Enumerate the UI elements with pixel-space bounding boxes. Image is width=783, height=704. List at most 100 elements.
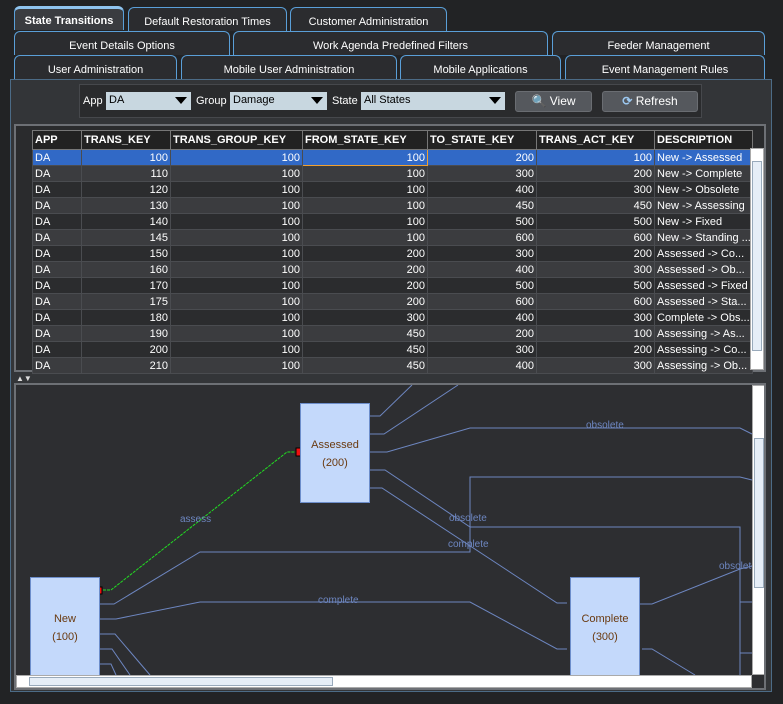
table-cell[interactable]: 150 [81, 245, 171, 262]
table-cell[interactable]: 100 [302, 213, 428, 230]
table-cell[interactable]: 100 [170, 245, 303, 262]
node-assessed[interactable]: Assessed (200) [300, 403, 370, 503]
table-cell[interactable]: 100 [170, 293, 303, 310]
table-cell[interactable]: New -> Assessed [654, 149, 753, 166]
table-cell[interactable]: 100 [302, 149, 428, 166]
table-cell[interactable]: 100 [302, 165, 428, 182]
diagram-vertical-scrollbar[interactable] [752, 385, 764, 675]
column-header[interactable]: DESCRIPTION [654, 130, 753, 150]
table-cell[interactable]: 130 [81, 197, 171, 214]
table-cell[interactable]: Assessed -> Fixed [654, 277, 753, 294]
table-cell[interactable]: 200 [536, 341, 655, 358]
tab-default-restoration-times[interactable]: Default Restoration Times [128, 7, 287, 31]
tab-customer-administration[interactable]: Customer Administration [290, 7, 447, 31]
table-cell[interactable]: DA [32, 341, 82, 358]
table-cell[interactable]: 600 [536, 293, 655, 310]
table-cell[interactable]: DA [32, 213, 82, 230]
table-cell[interactable]: 100 [170, 149, 303, 166]
table-cell[interactable]: 450 [427, 197, 537, 214]
table-cell[interactable]: 400 [427, 357, 537, 374]
view-button[interactable]: 🔍 View [515, 91, 592, 112]
table-row[interactable]: DA 100 100 100 200 100 New -> Assessed [32, 149, 753, 166]
table-cell[interactable]: 300 [536, 261, 655, 278]
table-row[interactable]: DA 150 100 200 300 200 Assessed -> Co... [32, 245, 753, 262]
table-cell[interactable]: DA [32, 293, 82, 310]
table-row[interactable]: DA 130 100 100 450 450 New -> Assessing [32, 197, 753, 214]
table-cell[interactable]: 200 [302, 245, 428, 262]
table-row[interactable]: DA 175 100 200 600 600 Assessed -> Sta... [32, 293, 753, 310]
column-header[interactable]: FROM_STATE_KEY [302, 130, 428, 150]
table-cell[interactable]: New -> Obsolete [654, 181, 753, 198]
table-cell[interactable]: 600 [427, 229, 537, 246]
scroll-thumb[interactable] [754, 438, 764, 588]
column-header[interactable]: TO_STATE_KEY [427, 130, 537, 150]
table-cell[interactable]: Assessed -> Ob... [654, 261, 753, 278]
table-cell[interactable]: 300 [536, 181, 655, 198]
table-cell[interactable]: 200 [536, 165, 655, 182]
table-cell[interactable]: 100 [170, 165, 303, 182]
table-row[interactable]: DA 210 100 450 400 300 Assessing -> Ob... [32, 357, 753, 374]
tab-event-details-options[interactable]: Event Details Options [14, 31, 230, 55]
table-cell[interactable]: Assessing -> Co... [654, 341, 753, 358]
table-row[interactable]: DA 145 100 100 600 600 New -> Standing ... [32, 229, 753, 246]
table-cell[interactable]: New -> Complete [654, 165, 753, 182]
table-cell[interactable]: DA [32, 181, 82, 198]
tab-mobile-user-administration[interactable]: Mobile User Administration [181, 55, 397, 79]
table-cell[interactable]: 210 [81, 357, 171, 374]
node-new[interactable]: New (100) [30, 577, 100, 687]
table-cell[interactable]: Assessing -> Ob... [654, 357, 753, 374]
table-row[interactable]: DA 190 100 450 200 100 Assessing -> As... [32, 325, 753, 342]
table-row[interactable]: DA 200 100 450 300 200 Assessing -> Co... [32, 341, 753, 358]
table-cell[interactable]: 450 [302, 341, 428, 358]
table-cell[interactable]: 400 [427, 181, 537, 198]
tab-work-agenda-filters[interactable]: Work Agenda Predefined Filters [233, 31, 548, 55]
table-vertical-scrollbar[interactable] [750, 148, 764, 370]
diagram-horizontal-scrollbar[interactable] [16, 675, 752, 688]
table-cell[interactable]: 120 [81, 181, 171, 198]
table-cell[interactable]: 500 [536, 213, 655, 230]
table-cell[interactable]: DA [32, 197, 82, 214]
table-cell[interactable]: 200 [302, 293, 428, 310]
column-header[interactable]: TRANS_KEY [81, 130, 171, 150]
table-cell[interactable]: 450 [302, 357, 428, 374]
table-cell[interactable]: 100 [302, 197, 428, 214]
table-cell[interactable]: 170 [81, 277, 171, 294]
group-select[interactable]: Damage [230, 92, 327, 110]
table-cell[interactable]: 100 [536, 149, 655, 166]
table-cell[interactable]: 140 [81, 213, 171, 230]
table-cell[interactable]: DA [32, 261, 82, 278]
column-header[interactable]: TRANS_GROUP_KEY [170, 130, 303, 150]
table-cell[interactable]: 100 [170, 277, 303, 294]
table-cell[interactable]: 400 [427, 309, 537, 326]
app-select[interactable]: DA [106, 92, 191, 110]
table-cell[interactable]: DA [32, 357, 82, 374]
table-cell[interactable]: 100 [170, 181, 303, 198]
table-cell[interactable]: 100 [170, 229, 303, 246]
table-cell[interactable]: 200 [302, 277, 428, 294]
column-header[interactable]: APP [32, 130, 82, 150]
table-cell[interactable]: 600 [427, 293, 537, 310]
table-cell[interactable]: 500 [427, 213, 537, 230]
table-cell[interactable]: 100 [170, 197, 303, 214]
table-cell[interactable]: 500 [427, 277, 537, 294]
scroll-thumb[interactable] [752, 161, 762, 351]
tab-user-administration[interactable]: User Administration [14, 55, 177, 79]
column-header[interactable]: TRANS_ACT_KEY [536, 130, 655, 150]
tab-feeder-management[interactable]: Feeder Management [552, 31, 765, 55]
refresh-button[interactable]: ⟳ Refresh [602, 91, 698, 112]
table-cell[interactable]: Assessing -> As... [654, 325, 753, 342]
state-select[interactable]: All States [361, 92, 505, 110]
table-cell[interactable]: DA [32, 229, 82, 246]
table-cell[interactable]: 500 [536, 277, 655, 294]
table-cell[interactable]: 300 [427, 165, 537, 182]
table-cell[interactable]: 110 [81, 165, 171, 182]
table-cell[interactable]: 100 [170, 341, 303, 358]
table-cell[interactable]: 200 [81, 341, 171, 358]
table-cell[interactable]: DA [32, 277, 82, 294]
table-row[interactable]: DA 120 100 100 400 300 New -> Obsolete [32, 181, 753, 198]
table-cell[interactable]: 145 [81, 229, 171, 246]
table-cell[interactable]: 300 [427, 341, 537, 358]
table-cell[interactable]: 300 [536, 357, 655, 374]
table-cell[interactable]: DA [32, 165, 82, 182]
table-cell[interactable]: Assessed -> Co... [654, 245, 753, 262]
